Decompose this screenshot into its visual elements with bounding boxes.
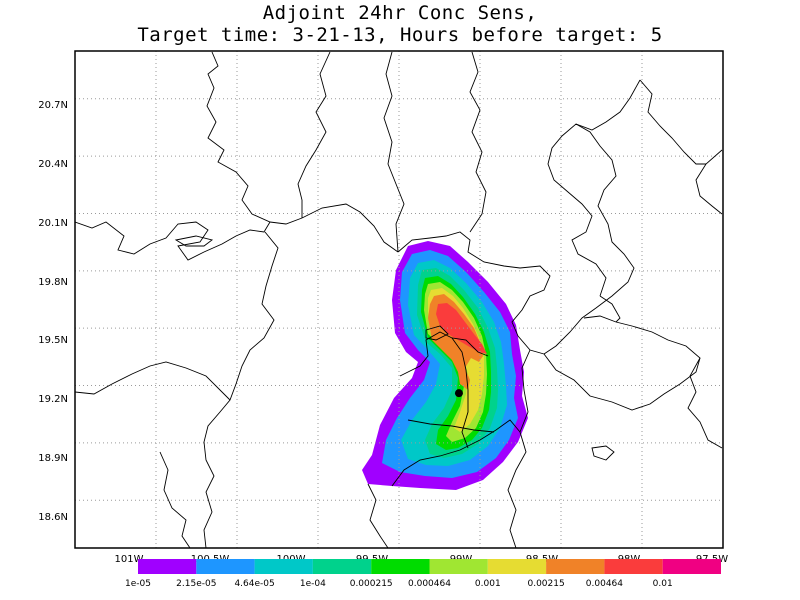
boundary-line bbox=[575, 79, 641, 131]
colorbar-label: 0.00464 bbox=[586, 579, 623, 589]
lat-tick-label: 19.2N bbox=[38, 394, 68, 405]
boundary-line bbox=[639, 79, 706, 165]
colorbar-swatch bbox=[429, 559, 488, 574]
colorbar-label: 0.000215 bbox=[350, 579, 393, 589]
sensitivity-plume bbox=[362, 241, 528, 490]
colorbar-swatch bbox=[312, 559, 372, 574]
lat-tick-label: 20.4N bbox=[38, 159, 68, 170]
target-location-marker bbox=[454, 389, 463, 398]
boundary-line bbox=[399, 331, 489, 377]
boundary-line bbox=[75, 221, 271, 261]
colorbar-swatch bbox=[604, 559, 663, 574]
latitude-axis: 18.6N 18.9N 19.2N 19.5N 19.8N 20.1N 20.4… bbox=[38, 100, 68, 523]
boundary-line bbox=[469, 51, 487, 233]
boundary-line bbox=[297, 51, 331, 218]
state-boundaries bbox=[75, 51, 723, 548]
colorbar-label: 0.01 bbox=[653, 579, 673, 589]
contour-band-9 bbox=[436, 303, 487, 354]
lake-outline bbox=[174, 235, 214, 247]
colorbar-label: 0.00215 bbox=[527, 579, 564, 589]
lat-tick-label: 18.9N bbox=[38, 453, 68, 464]
title-line-2: Target time: 3-21-13, Hours before targe… bbox=[137, 24, 663, 46]
colorbar-swatch bbox=[662, 559, 721, 574]
boundary-line bbox=[407, 419, 495, 433]
lat-tick-label: 19.8N bbox=[38, 277, 68, 288]
plot-frame bbox=[74, 50, 724, 549]
boundary-line bbox=[383, 51, 405, 253]
boundary-line bbox=[367, 483, 389, 548]
colorbar-swatch bbox=[196, 559, 255, 574]
boundary-line bbox=[543, 123, 635, 355]
colorbar-swatch bbox=[487, 559, 547, 574]
boundary-line bbox=[687, 357, 723, 449]
colorbar-label: 2.15e-05 bbox=[176, 579, 216, 589]
lat-tick-label: 20.1N bbox=[38, 218, 68, 229]
lake-outline bbox=[591, 445, 615, 461]
colorbar-label: 0.000464 bbox=[408, 579, 451, 589]
boundary-line bbox=[203, 231, 279, 548]
boundary-line bbox=[451, 337, 469, 449]
map-title: Adjoint 24hr Conc Sens, Target time: 3-2… bbox=[0, 2, 800, 46]
colorbar: 1e-05 2.15e-05 4.64e-05 1e-04 0.000215 0… bbox=[125, 559, 721, 589]
boundary-line bbox=[507, 349, 531, 548]
colorbar-label: 1e-04 bbox=[300, 579, 326, 589]
colorbar-swatch bbox=[546, 559, 605, 574]
boundary-line bbox=[159, 451, 191, 548]
boundary-line bbox=[599, 295, 621, 323]
lon-tick-label: 101W bbox=[115, 554, 144, 565]
boundary-line bbox=[391, 419, 521, 487]
lake-outline bbox=[425, 325, 449, 341]
boundary-line bbox=[397, 231, 551, 355]
lat-tick-label: 19.5N bbox=[38, 335, 68, 346]
lat-tick-label: 18.6N bbox=[38, 512, 68, 523]
boundary-line bbox=[543, 315, 701, 411]
boundary-line bbox=[75, 361, 231, 401]
colorbar-label: 0.001 bbox=[475, 579, 501, 589]
lat-tick-label: 20.7N bbox=[38, 100, 68, 111]
colorbar-label: 1e-05 bbox=[125, 579, 151, 589]
boundary-line bbox=[301, 203, 399, 253]
boundary-line bbox=[206, 51, 303, 225]
boundary-line bbox=[695, 149, 723, 215]
title-line-1: Adjoint 24hr Conc Sens, bbox=[262, 2, 538, 24]
colorbar-swatch bbox=[138, 559, 197, 574]
colorbar-swatch bbox=[254, 559, 313, 574]
colorbar-label: 4.64e-05 bbox=[234, 579, 274, 589]
colorbar-swatch bbox=[371, 559, 430, 574]
